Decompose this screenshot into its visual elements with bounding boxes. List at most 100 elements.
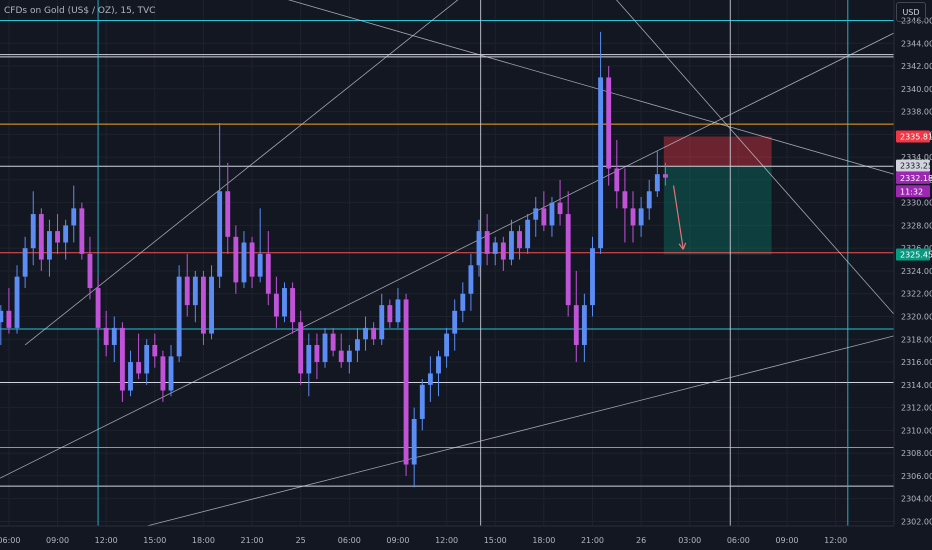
price-tick-label: 2306.00 [901,472,932,481]
time-tick-label: 03:00 [678,536,701,545]
candle-body [427,373,433,385]
candle-body [379,305,385,340]
trend-line[interactable] [146,335,895,527]
candle-body [306,344,312,374]
trend-line[interactable] [24,0,503,346]
price-tick-label: 2310.00 [901,426,932,435]
time-axis-ticks: 06:00 09:00 12:00 15:00 18:00 21:00 25 06:00 09:… [0,536,847,545]
price-tick-label: 2316.00 [901,358,932,367]
trend-lines[interactable] [0,0,895,527]
candle-body [330,333,336,351]
trend-line[interactable] [0,32,895,479]
trend-line[interactable] [163,0,895,175]
price-tick-label: 2320.00 [901,313,932,322]
time-tick-label: 21:00 [241,536,264,545]
price-tick-label: 2302.00 [901,517,932,526]
candle-body [192,276,198,306]
candle-body [201,276,206,334]
candle-body [638,208,644,226]
time-tick-label: 12:00 [435,536,458,545]
time-tick-label: 12:00 [824,536,847,545]
candle-body [549,202,555,226]
time-tick-label: 18:00 [192,536,215,545]
forecast-arrow-head[interactable] [682,242,687,250]
candle-body [411,418,417,465]
price-axis-labels: 2335.81 2333.25 2332.18 11:32 2325.45 [896,130,932,261]
candle-body [168,356,174,391]
candle-body [371,327,377,340]
trend-line[interactable] [584,0,895,315]
candle-body [6,310,12,328]
forecast-arrow-head[interactable] [678,243,684,250]
price-label-teal-bg [896,248,930,261]
candle-body [136,362,142,374]
time-tick-label: 12:00 [95,536,118,545]
stop-loss-zone[interactable] [663,136,772,166]
price-tick-label: 2304.00 [901,495,932,504]
price-label-purple-bg [896,185,930,198]
candle-body [79,208,85,254]
position-zones[interactable] [663,136,772,255]
candle-body [14,276,20,328]
price-label-red-bg [896,130,930,143]
price-label-purple: 2332.18 [900,174,932,183]
candle-body [663,174,668,178]
candle-body [395,299,401,323]
price-label-teal: 2325.45 [900,250,932,259]
price-tick-label: 2330.00 [901,199,932,208]
candle-body [338,350,344,363]
price-axis[interactable] [894,0,932,550]
candle-body [460,293,466,311]
time-axis[interactable] [0,526,932,550]
time-tick-label: 09:00 [775,536,798,545]
candle-body [217,191,223,277]
time-tick-label: 21:00 [581,536,604,545]
candle-body [144,344,150,374]
price-tick-label: 2324.00 [901,267,932,276]
forecast-arrow[interactable] [672,185,687,250]
currency-button[interactable]: USD [896,2,926,22]
candle-body [55,231,60,243]
candle-body [509,231,514,260]
candle-body [541,208,547,226]
candle-body [452,310,458,334]
candle-body [500,242,506,260]
candle-body [363,327,368,340]
candle-body [257,253,263,277]
candle-body [468,265,474,294]
price-tick-label: 2340.00 [901,85,932,94]
price-label-purple: 11:32 [900,187,923,196]
time-tick-label: 09:00 [46,536,69,545]
candle-body [581,305,587,345]
candle-body [606,77,612,169]
candle-body [265,253,271,294]
candle-body [565,214,571,306]
price-tick-label: 2334.00 [901,153,932,162]
price-tick-label: 2346.00 [901,16,932,25]
take-profit-zone[interactable] [663,165,772,255]
candle-body [47,231,52,260]
candle-body [176,276,182,357]
price-tick-label: 2314.00 [901,381,932,390]
candle-body [403,299,409,465]
price-axis-ticks: 2302.00 2304.00 2306.00 2308.00 2310.00 2312.… [901,16,932,526]
candle-body [119,327,125,391]
candle-body [160,356,166,391]
candle-body [241,242,247,283]
candle-body [484,231,490,254]
price-label-white: 2333.25 [900,162,932,171]
candle-body [282,288,287,317]
forecast-arrow-shaft[interactable] [672,185,684,250]
symbol-title: CFDs on Gold (US$ / OZ), 15, TVC [4,6,156,16]
candle-body [273,293,279,317]
candle-body [22,248,28,277]
candles [0,31,668,488]
time-tick-label: 06:00 [0,536,20,545]
candle-body [557,202,563,215]
candle-body [322,333,328,363]
candle-body [573,305,579,345]
candle-body [87,253,93,289]
candle-body [0,310,4,323]
time-tick-label: 06:00 [338,536,361,545]
